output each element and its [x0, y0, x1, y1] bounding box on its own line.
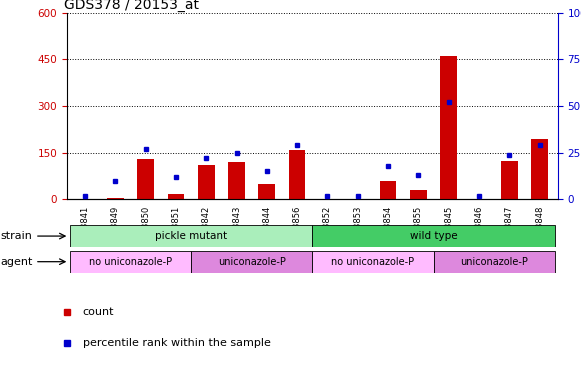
- Bar: [410, 190, 426, 199]
- Bar: [198, 165, 214, 199]
- Text: pickle mutant: pickle mutant: [155, 231, 227, 241]
- Bar: [191, 251, 313, 273]
- Bar: [167, 194, 184, 199]
- Bar: [107, 198, 124, 199]
- Bar: [380, 181, 396, 199]
- Bar: [70, 251, 191, 273]
- Bar: [259, 184, 275, 199]
- Text: GDS378 / 20153_at: GDS378 / 20153_at: [64, 0, 199, 12]
- Text: agent: agent: [0, 257, 33, 267]
- Text: count: count: [83, 307, 114, 317]
- Text: no uniconazole-P: no uniconazole-P: [89, 257, 172, 267]
- Bar: [433, 251, 555, 273]
- Bar: [531, 139, 548, 199]
- Bar: [228, 162, 245, 199]
- Text: no uniconazole-P: no uniconazole-P: [331, 257, 414, 267]
- Text: uniconazole-P: uniconazole-P: [460, 257, 528, 267]
- Text: uniconazole-P: uniconazole-P: [218, 257, 286, 267]
- Bar: [440, 56, 457, 199]
- Text: wild type: wild type: [410, 231, 457, 241]
- Bar: [137, 159, 154, 199]
- Bar: [313, 225, 555, 247]
- Text: strain: strain: [1, 231, 33, 241]
- Bar: [501, 161, 518, 199]
- Bar: [313, 251, 433, 273]
- Bar: [70, 225, 313, 247]
- Bar: [289, 150, 306, 199]
- Text: percentile rank within the sample: percentile rank within the sample: [83, 338, 271, 348]
